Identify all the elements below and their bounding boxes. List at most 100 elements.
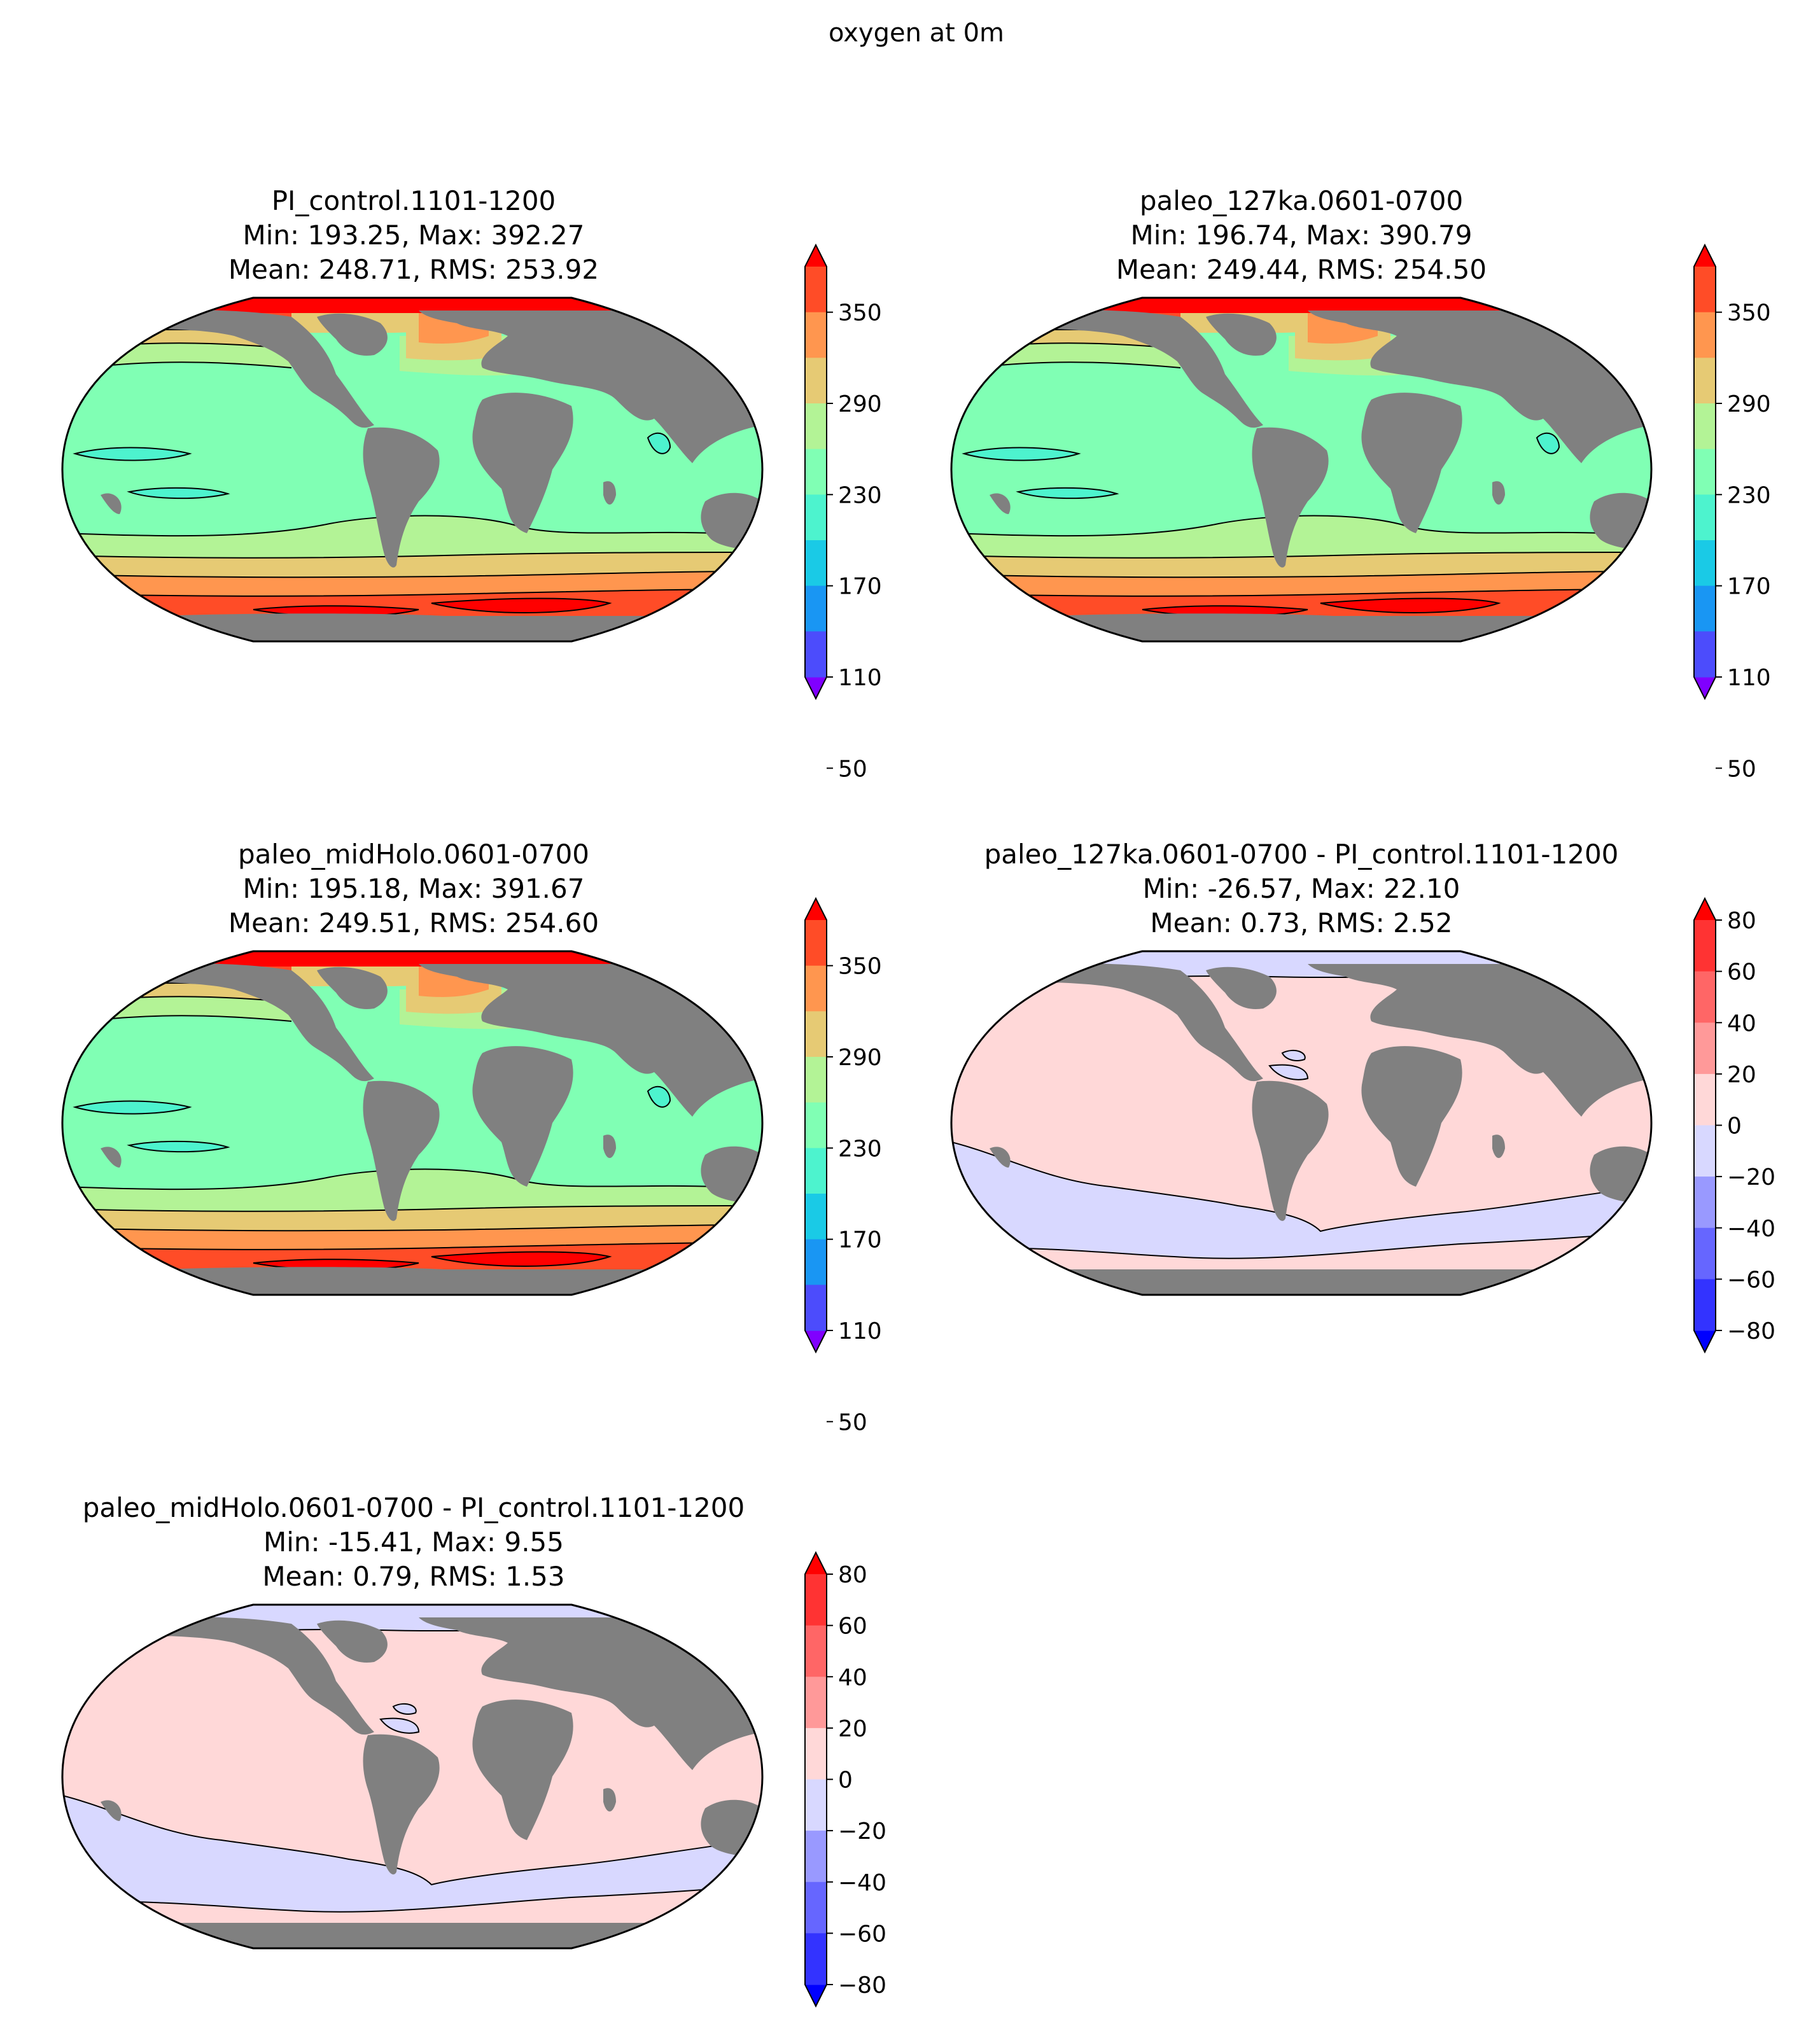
- colorbar-band: [805, 1881, 827, 1934]
- panel-paleo-127ka: paleo_127ka.0601-0700 Min: 196.74, Max: …: [951, 185, 1771, 782]
- colorbar-tick-label: −60: [838, 1921, 886, 1947]
- colorbar-tick-label: 0: [1727, 1113, 1742, 1140]
- colorbar-extend-min: [805, 1985, 827, 2006]
- colorbar-extend-max: [1694, 245, 1716, 267]
- panel-title: paleo_127ka.0601-0700 - PI_control.1101-…: [984, 839, 1619, 870]
- colorbar-tick-label: 20: [838, 1716, 867, 1742]
- colorbar-tick-label: 60: [838, 1614, 867, 1640]
- colorbar-band: [805, 358, 827, 404]
- colorbar-tick-label: 80: [838, 1562, 867, 1588]
- colorbar-tick-label: 50: [1727, 756, 1756, 782]
- colorbar-tick-label: 230: [838, 482, 882, 508]
- colorbar-tick-label: 290: [838, 391, 882, 417]
- colorbar-tick-label: −40: [838, 1870, 886, 1896]
- colorbar-band: [805, 1194, 827, 1240]
- colorbar-band: [805, 449, 827, 495]
- colorbar-band: [805, 403, 827, 450]
- panel-stats-minmax: Min: 196.74, Max: 390.79: [1131, 220, 1473, 251]
- colorbar-band: [1694, 971, 1716, 1023]
- figure-title: oxygen at 0m: [829, 18, 1004, 48]
- panel-stats-minmax: Min: -15.41, Max: 9.55: [263, 1526, 564, 1558]
- panel-diff-127ka: paleo_127ka.0601-0700 - PI_control.1101-…: [951, 839, 1775, 1354]
- colorbar-band: [1694, 1022, 1716, 1075]
- colorbar-band: [1694, 631, 1716, 678]
- colorbar-tick-label: 350: [838, 300, 882, 326]
- panel-title: PI_control.1101-1200: [272, 185, 556, 216]
- colorbar-tick-label: 350: [838, 954, 882, 980]
- colorbar-tick-label: 50: [838, 1409, 867, 1435]
- panel-title: paleo_midHolo.0601-0700 - PI_control.110…: [83, 1492, 745, 1523]
- colorbar-band: [805, 1574, 827, 1626]
- colorbar-band: [805, 312, 827, 358]
- colorbar-band: [1694, 494, 1716, 541]
- colorbar-extend-max: [805, 1553, 827, 1574]
- colorbar-tick-label: 230: [1727, 482, 1771, 508]
- panel-paleo-midholo: paleo_midHolo.0601-0700 Min: 195.18, Max…: [62, 839, 882, 1435]
- colorbar: 350 290 230 170 110 50: [1693, 243, 1771, 782]
- colorbar-band: [805, 920, 827, 967]
- panel-diff-midholo: paleo_midHolo.0601-0700 - PI_control.110…: [62, 1492, 886, 2008]
- colorbar-tick-label: −80: [1727, 1318, 1775, 1344]
- panel-stats-mean-rms: Mean: 0.73, RMS: 2.52: [1150, 907, 1452, 939]
- colorbar-tick-label: −20: [838, 1818, 886, 1845]
- colorbar-band: [805, 585, 827, 632]
- colorbar-band: [805, 1933, 827, 1985]
- colorbar-band: [805, 1285, 827, 1331]
- colorbar-tick-label: 0: [838, 1768, 853, 1794]
- colorbar-band: [1694, 1227, 1716, 1280]
- colorbar-band: [805, 1831, 827, 1883]
- colorbar-band: [805, 1102, 827, 1148]
- colorbar-tick-label: 290: [1727, 391, 1771, 417]
- colorbar-band: [1694, 1279, 1716, 1331]
- ocean-map: [62, 951, 762, 1295]
- colorbar-band: [1694, 585, 1716, 632]
- colorbar-tick-label: 40: [1727, 1010, 1756, 1036]
- panel-stats-mean-rms: Mean: 249.44, RMS: 254.50: [1116, 254, 1487, 285]
- colorbar-tick-label: 170: [838, 574, 882, 600]
- colorbar-tick-label: 110: [1727, 665, 1771, 691]
- colorbar-tick-label: 20: [1727, 1062, 1756, 1088]
- colorbar-extend-max: [805, 245, 827, 267]
- colorbar-tick-label: 40: [838, 1665, 867, 1691]
- panel-stats-minmax: Min: 195.18, Max: 391.67: [243, 873, 585, 904]
- colorbar-band: [805, 1625, 827, 1677]
- colorbar-band: [805, 1677, 827, 1729]
- ocean-map: [62, 298, 762, 641]
- colorbar-tick-label: −20: [1727, 1164, 1775, 1190]
- colorbar-extend-min: [805, 1330, 827, 1352]
- colorbar-extend-max: [805, 898, 827, 920]
- colorbar-band: [805, 1727, 827, 1780]
- colorbar-tick-label: 50: [838, 756, 867, 782]
- ocean-map: [62, 1605, 762, 1948]
- panel-pi-control: PI_control.1101-1200 Min: 193.25, Max: 3…: [62, 185, 882, 782]
- colorbar-band: [805, 1779, 827, 1831]
- colorbar: 350 290 230 170 110 50: [804, 243, 882, 782]
- colorbar-tick-label: 60: [1727, 960, 1756, 986]
- colorbar-tick-label: 110: [838, 665, 882, 691]
- colorbar-band: [1694, 267, 1716, 313]
- colorbar-band: [805, 1011, 827, 1057]
- colorbar-tick-label: 170: [1727, 574, 1771, 600]
- colorbar-band: [1694, 1073, 1716, 1126]
- colorbar-tick-label: 290: [838, 1045, 882, 1071]
- colorbar-band: [805, 540, 827, 587]
- colorbar-extend-min: [1694, 677, 1716, 699]
- colorbar-band: [1694, 1176, 1716, 1229]
- ocean-map: [951, 951, 1651, 1295]
- colorbar-band: [1694, 312, 1716, 358]
- ocean-map: [951, 298, 1651, 641]
- colorbar-band: [1694, 358, 1716, 404]
- colorbar-tick-label: −40: [1727, 1216, 1775, 1242]
- colorbar: 80 60 40 20 0 −20 −40 −60 −80: [1693, 897, 1775, 1354]
- colorbar-extend-min: [805, 677, 827, 699]
- panel-title: paleo_midHolo.0601-0700: [238, 839, 589, 870]
- colorbar-band: [805, 1239, 827, 1285]
- colorbar-band: [1694, 540, 1716, 587]
- colorbar-band: [805, 1057, 827, 1103]
- colorbar-band: [805, 965, 827, 1012]
- colorbar-tick-label: 80: [1727, 908, 1756, 934]
- colorbar-band: [1694, 920, 1716, 972]
- colorbar-tick-label: −80: [838, 1972, 886, 1999]
- colorbar-band: [1694, 403, 1716, 450]
